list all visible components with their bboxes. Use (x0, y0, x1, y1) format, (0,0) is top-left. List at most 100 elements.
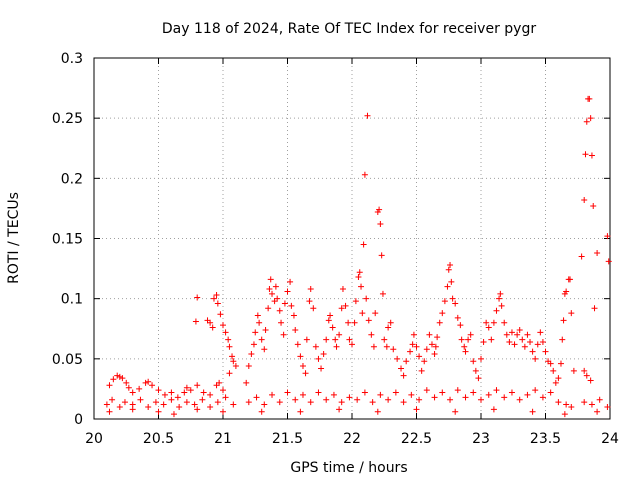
data-point (302, 370, 309, 377)
data-point (426, 331, 433, 338)
data-point (222, 394, 229, 401)
x-tick-label: 21 (214, 431, 232, 447)
data-point (485, 391, 492, 398)
data-point (160, 401, 167, 408)
data-point (421, 358, 428, 365)
x-tick-label: 24 (601, 431, 619, 447)
data-point (110, 376, 117, 383)
data-point (447, 396, 454, 403)
data-point (361, 389, 368, 396)
data-point (403, 358, 410, 365)
data-point (368, 331, 375, 338)
data-point (155, 408, 162, 415)
data-point (266, 286, 273, 293)
data-point (214, 399, 221, 406)
data-point (267, 276, 274, 283)
data-point (269, 391, 276, 398)
data-point (254, 312, 261, 319)
data-point (582, 151, 589, 158)
data-point (378, 252, 385, 259)
data-point (470, 358, 477, 365)
data-points (103, 95, 612, 418)
data-point (155, 387, 162, 394)
data-point (392, 389, 399, 396)
data-point (339, 286, 346, 293)
data-point (490, 319, 497, 326)
data-point (508, 329, 515, 336)
data-point (230, 401, 237, 408)
data-point (416, 396, 423, 403)
data-point (439, 389, 446, 396)
data-point (191, 401, 198, 408)
data-point (258, 336, 265, 343)
data-point (534, 341, 541, 348)
data-point (356, 269, 363, 276)
data-point (232, 363, 239, 370)
y-tick-labels: 0 0.05 0.1 0.15 0.2 0.25 0.3 (52, 51, 83, 428)
x-tick-label: 22 (343, 431, 361, 447)
data-point (488, 336, 495, 343)
data-point (409, 341, 416, 348)
data-point (537, 329, 544, 336)
data-point (542, 348, 549, 355)
data-point (125, 384, 132, 391)
data-point (276, 307, 283, 314)
data-point (294, 341, 301, 348)
data-point (478, 355, 484, 362)
data-point (547, 389, 554, 396)
data-point (109, 396, 116, 403)
y-tick-label: 0 (74, 412, 83, 428)
data-point (472, 367, 479, 374)
data-point (555, 375, 562, 382)
grid-lines (94, 58, 610, 419)
data-point (250, 341, 257, 348)
y-tick-label: 0.25 (52, 111, 83, 127)
data-point (230, 358, 237, 365)
data-point (567, 276, 574, 283)
data-point (346, 394, 353, 401)
data-point (222, 329, 229, 336)
data-point (333, 343, 340, 350)
data-point (320, 351, 327, 358)
data-point (345, 319, 352, 326)
data-point (336, 331, 343, 338)
data-point (200, 389, 207, 396)
data-point (207, 403, 214, 410)
data-point (307, 399, 314, 406)
data-point (465, 336, 472, 343)
data-point (354, 396, 361, 403)
data-point (129, 389, 136, 396)
data-point (552, 379, 559, 386)
data-point (261, 401, 268, 408)
data-point (594, 249, 601, 256)
data-point (445, 266, 452, 273)
data-point (194, 382, 201, 389)
data-point (292, 326, 299, 333)
chart-title: Day 118 of 2024, Rate Of TEC Index for r… (162, 21, 536, 37)
data-point (529, 348, 536, 355)
y-tick-label: 0.3 (61, 51, 83, 67)
data-point (106, 408, 113, 415)
data-point (114, 372, 121, 379)
data-point (493, 387, 500, 394)
data-point (586, 95, 593, 102)
data-point (307, 286, 314, 293)
data-point (245, 399, 252, 406)
data-point (194, 294, 201, 301)
data-point (136, 385, 143, 392)
data-point (346, 336, 353, 343)
data-point (181, 389, 188, 396)
data-point (400, 399, 407, 406)
data-point (229, 353, 236, 360)
data-point (490, 406, 497, 413)
data-point (432, 343, 439, 350)
data-point (423, 346, 430, 353)
x-tick-label: 21.5 (272, 431, 303, 447)
data-point (174, 394, 181, 401)
data-point (332, 336, 339, 343)
data-point (369, 399, 376, 406)
data-point (210, 295, 217, 302)
data-point (226, 343, 233, 350)
data-point (207, 391, 214, 398)
data-point (364, 112, 371, 119)
